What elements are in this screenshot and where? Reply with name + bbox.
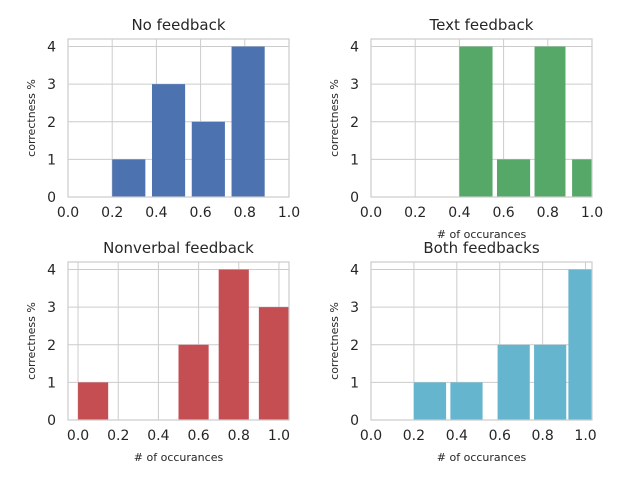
x-tick-label: 1.0: [574, 428, 596, 444]
y-axis-label: correctness %: [328, 302, 341, 380]
x-tick-label: 1.0: [278, 205, 300, 221]
y-tick-label: 2: [350, 115, 359, 131]
bar: [450, 382, 483, 420]
y-tick-label: 4: [350, 263, 359, 279]
bar: [496, 159, 531, 197]
y-tick-label: 2: [47, 115, 56, 131]
bar: [258, 307, 289, 420]
subplot-title: Both feedbacks: [423, 239, 540, 257]
bar: [178, 344, 209, 420]
x-tick-label: 1.0: [268, 428, 290, 444]
x-tick-label: 0.2: [403, 428, 425, 444]
y-tick-label: 2: [47, 338, 56, 354]
bar: [497, 344, 530, 420]
bar: [218, 269, 249, 420]
y-tick-label: 1: [47, 375, 56, 391]
subplot-2: Text feedback 0.0 0.2 0.4 0.6 0.8 1.0 0 1 2 3 4 corr…: [328, 16, 603, 241]
bar: [112, 159, 146, 197]
y-tick-label: 0: [47, 413, 56, 429]
y-tick-label: 1: [350, 375, 359, 391]
x-tick-label: 0.2: [101, 205, 123, 221]
y-axis-label: correctness %: [25, 79, 38, 157]
y-tick-label: 3: [350, 300, 359, 316]
x-tick-label: 0.2: [404, 205, 426, 221]
x-tick-label: 0.8: [537, 205, 559, 221]
subplot-1: No feedback 0.0 0.2 0.4 0.6 0.8 1.0 0 1 2 3 4 correc…: [25, 16, 300, 221]
x-tick-label: 0.4: [448, 205, 470, 221]
y-tick-label: 1: [47, 152, 56, 168]
bar: [191, 121, 225, 197]
x-tick-label: 0.4: [147, 428, 169, 444]
y-tick-label: 0: [350, 190, 359, 206]
y-axis-label: correctness %: [25, 302, 38, 380]
y-axis-label: correctness %: [328, 79, 341, 157]
bar: [568, 269, 592, 420]
x-tick-label: 0.0: [360, 205, 382, 221]
y-tick-label: 4: [350, 40, 359, 56]
x-tick-label: 0.6: [187, 428, 209, 444]
x-axis-label: # of occurances: [437, 451, 527, 464]
x-axis-label: # of occurances: [437, 228, 527, 241]
y-tick-label: 4: [47, 263, 56, 279]
bar: [572, 159, 592, 197]
bar: [534, 344, 567, 420]
bar: [534, 46, 566, 198]
x-tick-label: 0.8: [532, 428, 554, 444]
plot-frame: [370, 38, 593, 198]
x-tick-label: 0.8: [234, 205, 256, 221]
x-tick-label: 0.8: [228, 428, 250, 444]
bar: [151, 84, 186, 197]
bar: [459, 46, 493, 198]
subplot-title: Nonverbal feedback: [103, 239, 254, 257]
x-tick-label: 0.4: [145, 205, 167, 221]
x-axis-label: # of occurances: [134, 451, 224, 464]
x-tick-label: 1.0: [581, 205, 603, 221]
x-tick-label: 0.0: [67, 428, 89, 444]
subplot-title: Text feedback: [428, 16, 533, 34]
y-tick-label: 2: [350, 338, 359, 354]
y-tick-label: 3: [47, 300, 56, 316]
y-tick-label: 3: [47, 77, 56, 93]
plot-frame: [67, 261, 290, 421]
x-tick-label: 0.0: [360, 428, 382, 444]
subplot-4: Both feedbacks 0.0 0.2 0.4 0.6 0.8 1.0 0 1 2 3 4 cor…: [328, 239, 597, 464]
x-tick-label: 0.6: [489, 428, 511, 444]
y-tick-label: 3: [350, 77, 359, 93]
x-tick-label: 0.0: [57, 205, 79, 221]
x-tick-label: 0.4: [446, 428, 468, 444]
plot-frame: [67, 38, 290, 198]
x-tick-label: 0.2: [107, 428, 129, 444]
x-tick-label: 0.6: [492, 205, 514, 221]
subplot-3: Nonverbal feedback 0.0 0.2 0.4 0.6 0.8 1.0 0 1 2 3…: [25, 239, 290, 464]
bar: [413, 382, 447, 420]
plot-frame: [370, 261, 593, 421]
y-tick-label: 4: [47, 40, 56, 56]
subplot-title: No feedback: [131, 16, 225, 34]
x-tick-label: 0.6: [189, 205, 211, 221]
bar: [231, 46, 265, 198]
bar: [78, 382, 109, 420]
y-tick-label: 0: [47, 190, 56, 206]
y-tick-label: 1: [350, 152, 359, 168]
y-tick-label: 0: [350, 413, 359, 429]
